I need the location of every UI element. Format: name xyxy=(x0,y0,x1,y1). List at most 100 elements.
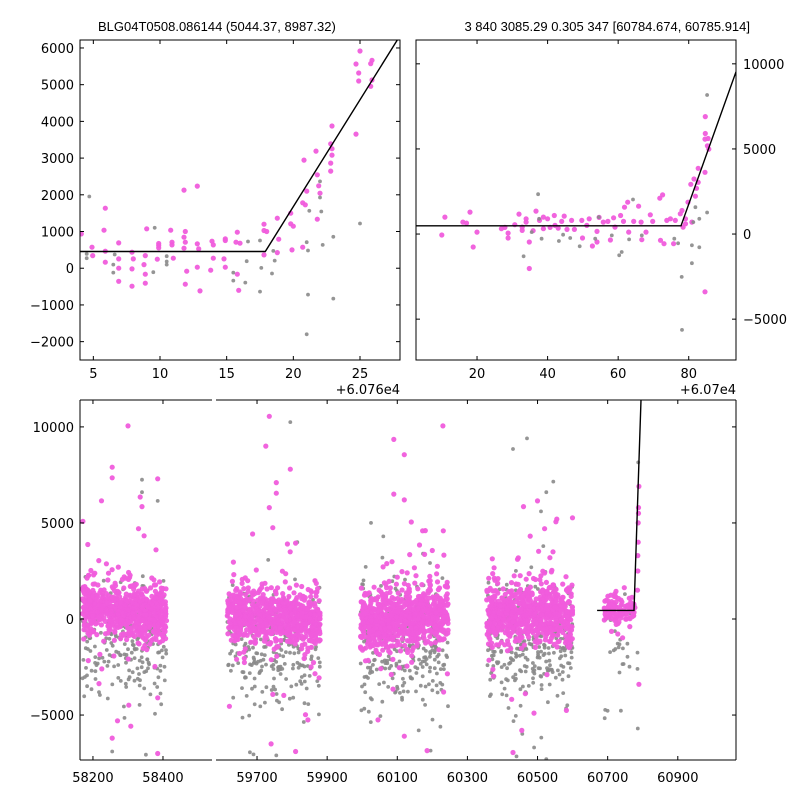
data-point-primary xyxy=(406,604,412,611)
data-point-primary xyxy=(407,594,413,600)
data-point-secondary xyxy=(514,569,518,573)
data-point-primary xyxy=(543,630,550,636)
data-point-secondary xyxy=(257,671,262,675)
data-point-primary xyxy=(505,235,511,241)
data-point-primary xyxy=(182,281,188,287)
data-point-primary xyxy=(302,626,308,632)
data-point-secondary xyxy=(424,662,429,667)
data-point-primary xyxy=(111,653,117,659)
data-point-primary xyxy=(629,594,635,600)
data-point-secondary xyxy=(520,652,525,657)
data-point-primary xyxy=(89,629,95,635)
data-point-secondary xyxy=(379,584,383,588)
data-point-secondary xyxy=(541,653,546,657)
data-point-primary xyxy=(142,642,148,649)
data-point-secondary xyxy=(258,704,263,709)
data-point-secondary xyxy=(82,694,87,699)
data-point-primary xyxy=(563,587,570,593)
data-point-secondary xyxy=(306,292,310,297)
data-point-primary xyxy=(83,594,89,600)
data-point-primary xyxy=(486,575,492,581)
data-point-secondary xyxy=(619,708,623,713)
data-point-primary xyxy=(162,611,168,617)
data-point-primary xyxy=(508,580,515,586)
data-point-primary xyxy=(226,605,232,611)
data-point-secondary xyxy=(239,637,244,641)
data-point-secondary xyxy=(445,655,449,659)
data-point-primary xyxy=(553,618,559,624)
data-point-primary xyxy=(530,575,537,582)
data-point-secondary xyxy=(521,254,526,259)
data-point-secondary xyxy=(548,663,552,668)
data-point-primary xyxy=(410,620,416,627)
data-point-secondary xyxy=(544,490,549,495)
data-point-primary xyxy=(272,606,278,612)
data-point-secondary xyxy=(102,659,107,664)
data-point-primary xyxy=(234,271,240,277)
data-point-primary xyxy=(419,623,426,629)
plot-area xyxy=(80,40,398,337)
data-point-secondary xyxy=(546,668,551,673)
data-point-secondary xyxy=(81,658,86,662)
data-point-secondary xyxy=(130,670,135,675)
y-tick-label: 0 xyxy=(66,613,74,628)
data-point-secondary xyxy=(605,708,610,713)
x-tick-label: 58200 xyxy=(72,771,113,786)
data-point-secondary xyxy=(496,660,501,665)
data-point-secondary xyxy=(262,653,267,657)
data-point-primary xyxy=(250,531,256,537)
data-point-secondary xyxy=(293,577,297,582)
data-point-primary xyxy=(313,148,319,154)
data-point-primary xyxy=(691,176,697,182)
data-point-secondary xyxy=(162,664,167,669)
data-point-primary xyxy=(273,591,279,597)
title-left: BLG04T0508.086144 (5044.37, 8987.32) xyxy=(98,19,336,34)
data-point-primary xyxy=(520,504,527,510)
data-point-primary xyxy=(384,601,390,607)
data-point-primary xyxy=(536,548,542,554)
data-point-primary xyxy=(252,640,258,646)
data-point-secondary xyxy=(362,706,367,711)
data-point-primary xyxy=(123,594,129,601)
data-point-primary xyxy=(406,614,412,620)
data-point-primary xyxy=(299,646,305,652)
data-point-secondary xyxy=(280,707,284,712)
data-point-primary xyxy=(381,580,387,586)
data-point-primary xyxy=(236,287,242,293)
data-point-primary xyxy=(418,628,424,634)
data-point-primary xyxy=(114,718,121,724)
data-point-primary xyxy=(226,703,232,709)
data-point-secondary xyxy=(264,685,269,690)
data-point-secondary xyxy=(385,661,390,666)
data-point-secondary xyxy=(284,650,288,654)
data-point-secondary xyxy=(135,637,140,642)
data-point-primary xyxy=(137,494,143,500)
data-point-secondary xyxy=(123,681,128,686)
data-point-secondary xyxy=(129,650,134,655)
data-point-primary xyxy=(567,629,573,635)
data-point-primary xyxy=(155,695,161,701)
data-point-secondary xyxy=(288,420,293,424)
data-point-primary xyxy=(517,590,523,596)
data-point-secondary xyxy=(416,728,421,733)
plot-area xyxy=(80,423,170,757)
data-point-primary xyxy=(551,212,557,219)
data-point-secondary xyxy=(619,250,624,254)
data-point-secondary xyxy=(418,662,423,666)
data-point-secondary xyxy=(291,695,296,700)
y-tick-label: 0 xyxy=(66,262,74,277)
data-point-primary xyxy=(149,575,155,581)
data-point-primary xyxy=(155,621,161,627)
data-point-primary xyxy=(500,586,506,592)
data-point-primary xyxy=(353,131,359,137)
data-point-secondary xyxy=(627,237,631,242)
data-point-primary xyxy=(566,598,572,605)
data-point-primary xyxy=(267,606,273,612)
data-point-secondary xyxy=(116,663,121,667)
data-point-primary xyxy=(383,639,389,645)
data-point-primary xyxy=(486,596,492,602)
data-point-secondary xyxy=(266,558,271,562)
data-point-primary xyxy=(605,593,611,599)
data-point-primary xyxy=(569,611,576,617)
data-point-primary xyxy=(613,621,619,628)
